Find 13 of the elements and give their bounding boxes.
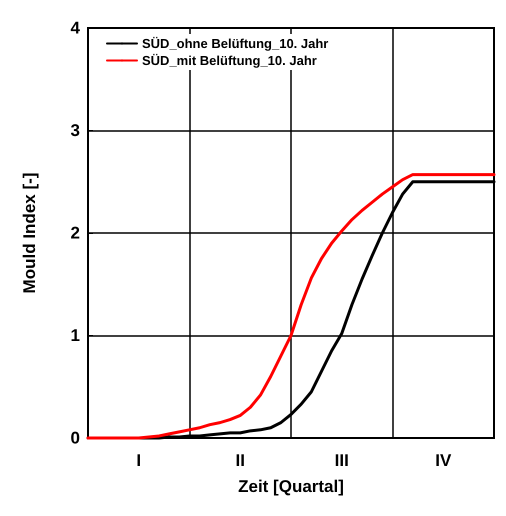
x-tick-label: IV: [435, 451, 452, 470]
y-tick-label: 4: [70, 18, 81, 38]
y-tick-label: 0: [70, 428, 80, 448]
x-tick-label: III: [334, 451, 349, 470]
y-tick-label: 1: [70, 326, 80, 345]
x-tick-label: I: [136, 451, 142, 470]
y-tick-label: 2: [70, 224, 80, 242]
legend-label: SÜD_mit Belüftung_10. Jahr: [142, 53, 317, 68]
x-axis-title: Zeit [Quartal]: [238, 477, 344, 496]
legend-label: SÜD_ohne Belüftung_10. Jahr: [142, 36, 328, 51]
y-tick-label: 3: [70, 121, 80, 140]
x-tick-label: II: [236, 451, 245, 470]
y-axis-title: Mould Index [-]: [20, 172, 39, 294]
